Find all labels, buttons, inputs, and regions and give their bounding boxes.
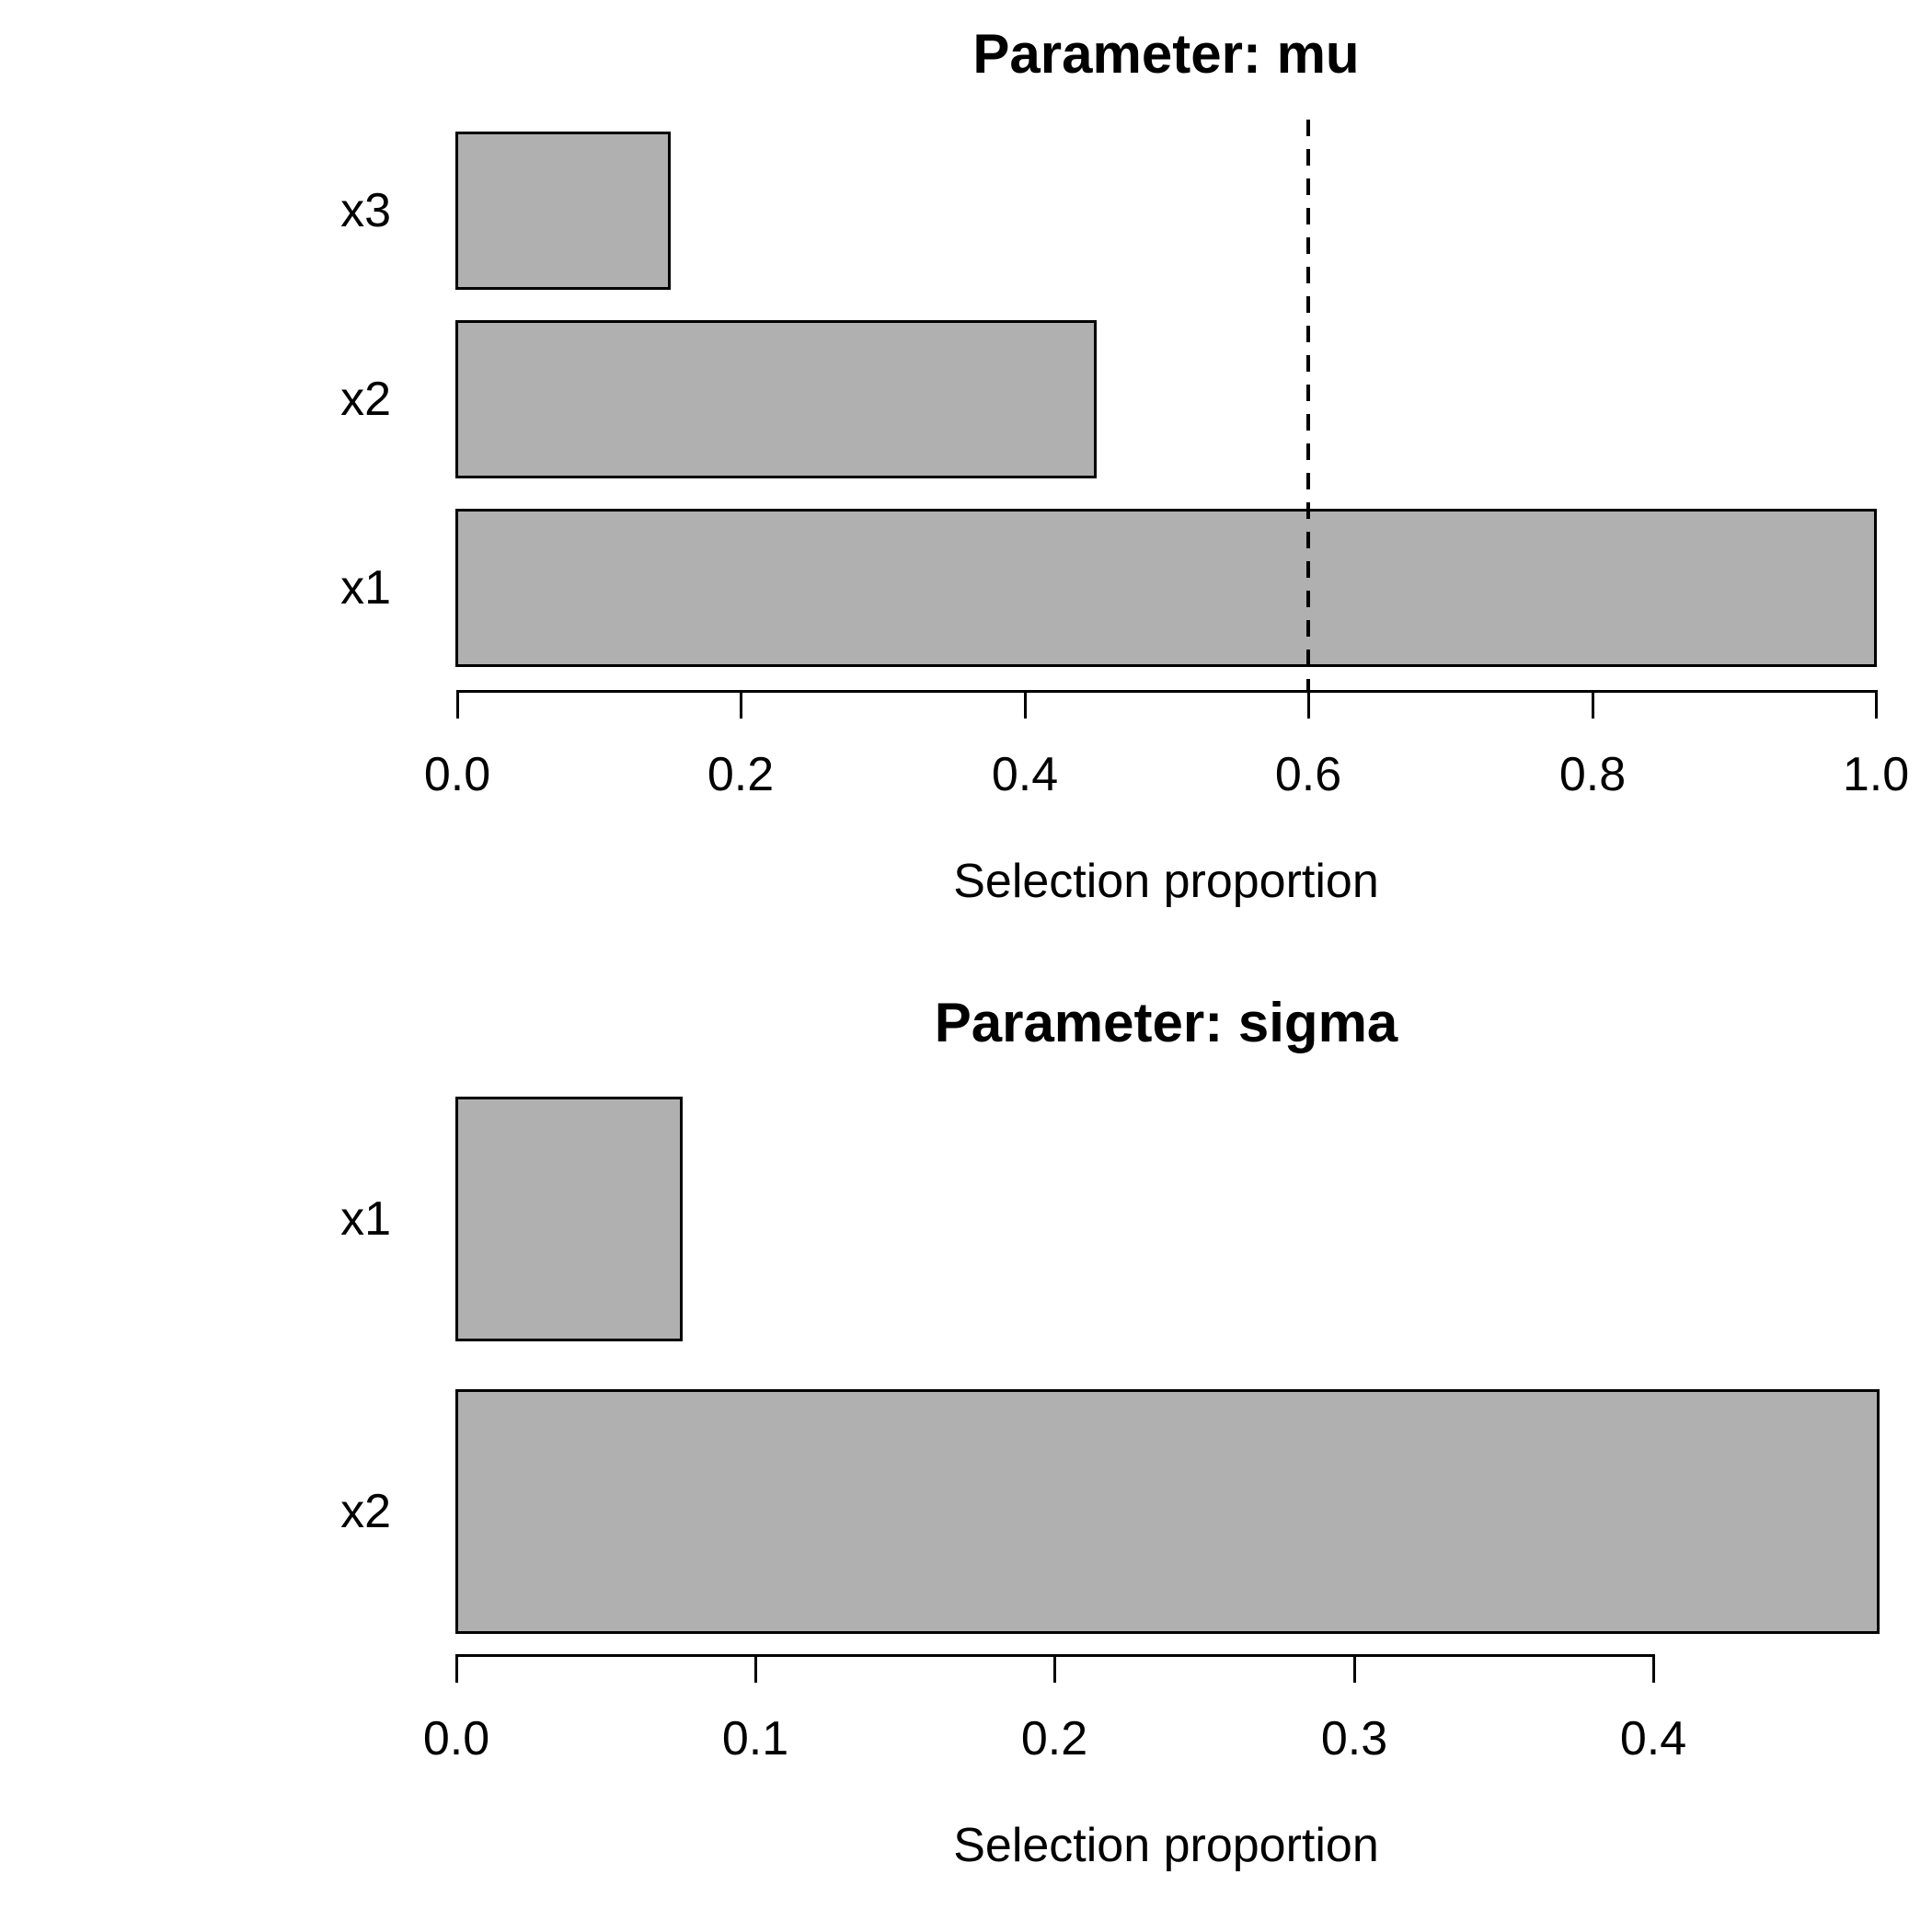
x-tick-label-0.2: 0.2 (707, 748, 775, 801)
x-tick-label-1.0: 1.0 (1842, 748, 1910, 801)
x-tick-label-0.1: 0.1 (721, 1712, 789, 1765)
category-label-x2: x2 (340, 373, 391, 426)
x-tick-0.3 (1353, 1654, 1356, 1683)
bar-x3 (455, 132, 671, 290)
x-axis-line (456, 690, 1878, 693)
x-tick-label-0.2: 0.2 (1020, 1712, 1088, 1765)
x-tick-label-0.3: 0.3 (1320, 1712, 1388, 1765)
category-label-x3: x3 (340, 184, 391, 237)
bar-x1 (455, 1097, 683, 1341)
bar-x2 (455, 320, 1097, 478)
x-tick-label-0.6: 0.6 (1274, 748, 1342, 801)
reference-line (1306, 120, 1310, 690)
x-tick-label-0.4: 0.4 (991, 748, 1059, 801)
x-tick-0.0 (456, 690, 459, 719)
x-tick-0.1 (754, 1654, 757, 1683)
chart-title: Parameter: mu (972, 23, 1360, 85)
x-axis-title: Selection proportion (953, 855, 1379, 908)
x-tick-0.8 (1592, 690, 1594, 719)
x-tick-label-0.0: 0.0 (422, 1712, 490, 1765)
category-label-x1: x1 (340, 561, 391, 615)
bar-x2 (455, 1389, 1880, 1634)
x-tick-0.2 (1053, 1654, 1056, 1683)
x-tick-0.0 (455, 1654, 458, 1683)
x-tick-1.0 (1875, 690, 1878, 719)
x-axis-title: Selection proportion (953, 1819, 1379, 1872)
category-label-x2: x2 (340, 1485, 391, 1538)
x-tick-0.4 (1024, 690, 1027, 719)
chart-title: Parameter: sigma (934, 992, 1398, 1053)
x-tick-label-0.0: 0.0 (423, 748, 491, 801)
x-tick-label-0.4: 0.4 (1619, 1712, 1687, 1765)
x-tick-0.4 (1652, 1654, 1655, 1683)
x-tick-0.2 (740, 690, 742, 719)
bar-x1 (455, 509, 1877, 667)
category-label-x1: x1 (340, 1192, 391, 1246)
x-tick-label-0.8: 0.8 (1558, 748, 1627, 801)
x-tick-0.6 (1307, 690, 1310, 719)
